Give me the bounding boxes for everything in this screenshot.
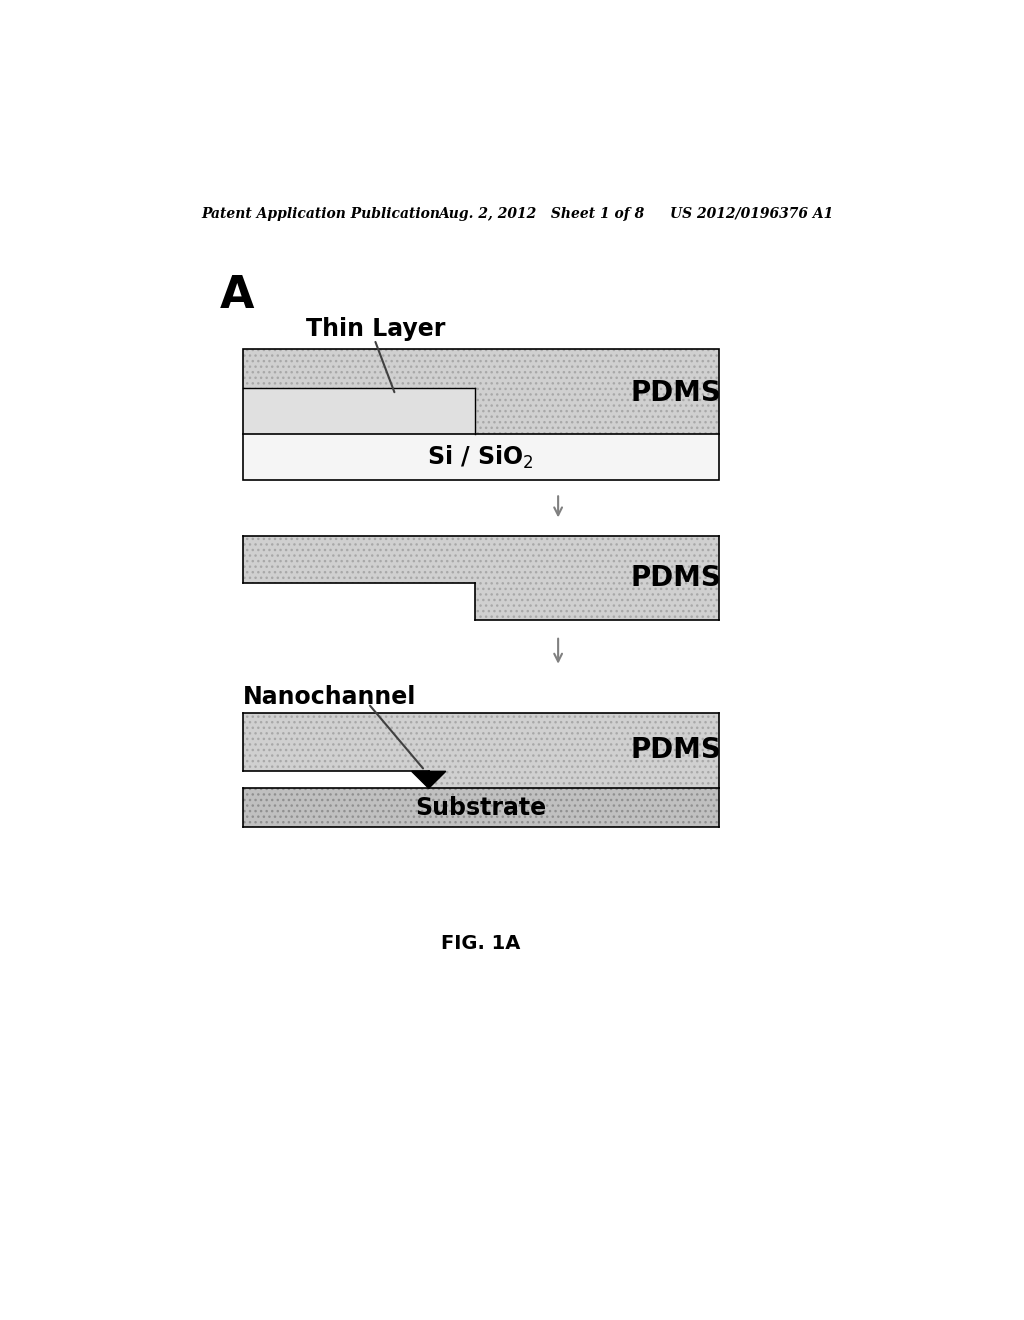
Bar [243,788,719,826]
Bar [243,388,475,434]
Text: PDMS: PDMS [630,735,721,764]
Bar [243,788,719,826]
Bar [243,713,719,788]
Bar [243,350,719,480]
Bar [243,536,719,620]
Polygon shape [412,771,445,788]
Bar [243,434,719,480]
Text: Substrate: Substrate [415,796,546,820]
Bar [243,350,719,480]
Text: Patent Application Publication: Patent Application Publication [202,207,440,220]
Text: PDMS: PDMS [630,379,721,408]
Text: Aug. 2, 2012   Sheet 1 of 8: Aug. 2, 2012 Sheet 1 of 8 [438,207,644,220]
Text: PDMS: PDMS [630,564,721,593]
Bar [243,536,719,620]
Text: FIG. 1A: FIG. 1A [441,935,520,953]
Polygon shape [243,771,429,788]
Text: Nanochannel: Nanochannel [243,685,416,709]
Text: Si / SiO$_2$: Si / SiO$_2$ [427,444,534,471]
Text: Thin Layer: Thin Layer [306,317,445,342]
Text: US 2012/0196376 A1: US 2012/0196376 A1 [671,207,834,220]
Bar [243,713,719,788]
Bar [243,350,719,480]
Bar [243,583,475,620]
Text: A: A [219,275,254,317]
